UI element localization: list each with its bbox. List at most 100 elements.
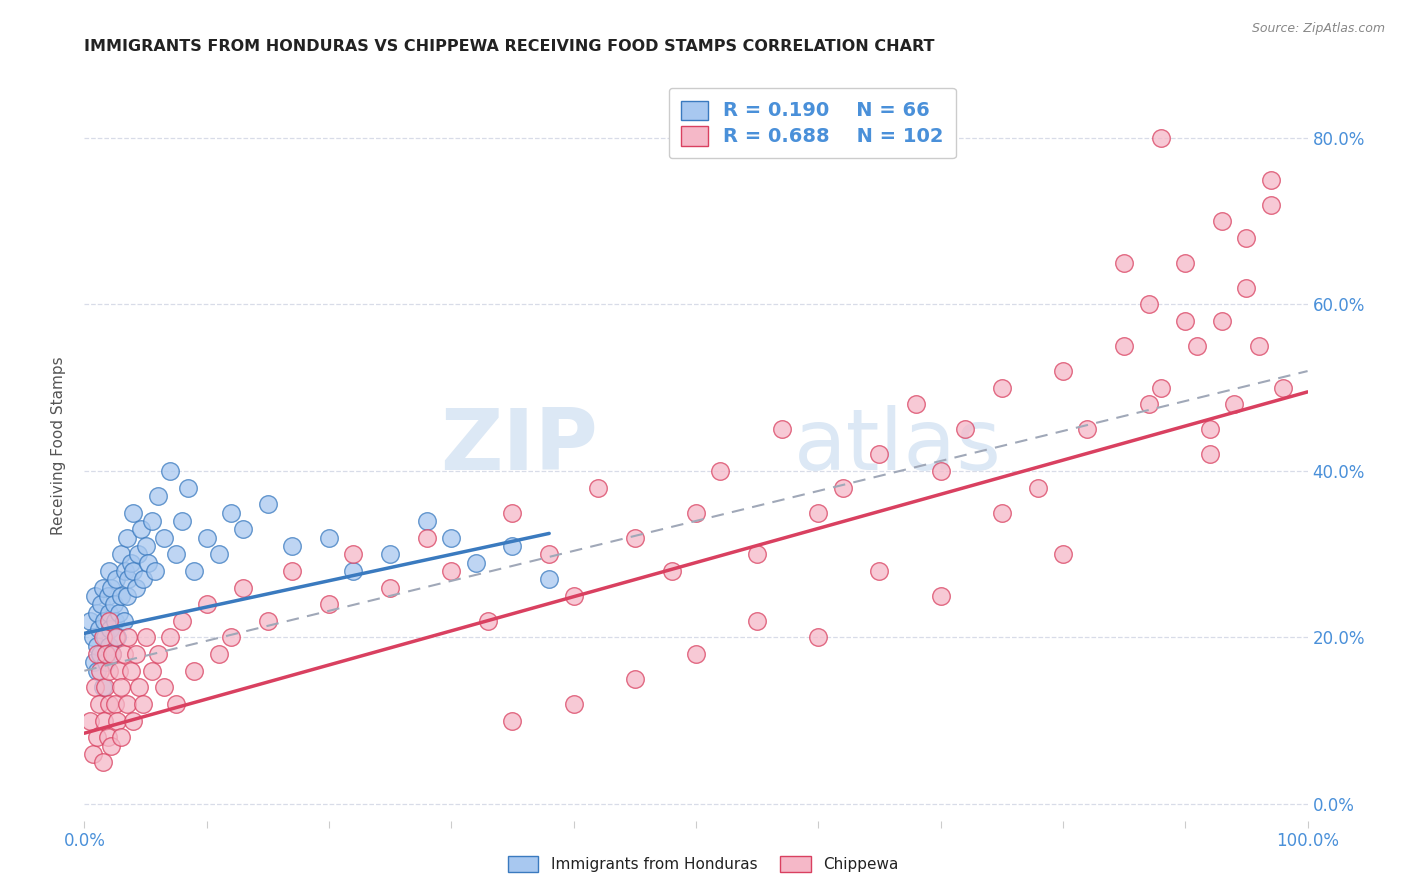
Point xyxy=(1198,422,1220,436)
Point xyxy=(122,564,145,578)
Point xyxy=(105,572,128,586)
Point xyxy=(91,581,114,595)
Point xyxy=(1260,197,1282,211)
Point xyxy=(502,714,524,728)
Point xyxy=(91,631,114,645)
Point xyxy=(83,656,105,670)
Point xyxy=(90,597,112,611)
Point xyxy=(991,506,1014,520)
Point xyxy=(146,489,169,503)
Point xyxy=(122,506,145,520)
Point xyxy=(86,647,108,661)
Point xyxy=(869,564,891,578)
Point xyxy=(165,697,187,711)
Point xyxy=(89,664,111,678)
Point xyxy=(1052,364,1074,378)
Point xyxy=(120,556,142,570)
Point xyxy=(107,606,129,620)
Point xyxy=(105,631,128,645)
Point xyxy=(538,572,561,586)
Point xyxy=(807,506,830,520)
Point xyxy=(195,531,218,545)
Point xyxy=(685,506,707,520)
Point xyxy=(114,564,136,578)
Point xyxy=(953,422,976,436)
Point xyxy=(101,647,124,661)
Point xyxy=(257,614,280,628)
Point xyxy=(117,631,139,645)
Point xyxy=(110,589,132,603)
Point xyxy=(1150,381,1173,395)
Point xyxy=(1137,397,1160,411)
Point xyxy=(87,697,110,711)
Point xyxy=(929,589,952,603)
Point xyxy=(991,381,1014,395)
Point xyxy=(586,481,609,495)
Point xyxy=(208,647,231,661)
Point xyxy=(135,539,157,553)
Point xyxy=(1211,314,1233,328)
Point xyxy=(110,681,132,695)
Point xyxy=(84,681,107,695)
Point xyxy=(747,614,769,628)
Point xyxy=(1260,172,1282,186)
Point xyxy=(770,422,793,436)
Point xyxy=(1028,481,1050,495)
Text: IMMIGRANTS FROM HONDURAS VS CHIPPEWA RECEIVING FOOD STAMPS CORRELATION CHART: IMMIGRANTS FROM HONDURAS VS CHIPPEWA REC… xyxy=(84,38,935,54)
Point xyxy=(153,531,176,545)
Point xyxy=(318,597,340,611)
Point xyxy=(562,697,585,711)
Point xyxy=(132,697,155,711)
Point xyxy=(416,514,439,528)
Point xyxy=(96,647,118,661)
Point xyxy=(125,647,148,661)
Point xyxy=(94,681,117,695)
Point xyxy=(94,631,117,645)
Point xyxy=(281,564,304,578)
Point xyxy=(97,564,120,578)
Point xyxy=(709,464,731,478)
Point xyxy=(1150,131,1173,145)
Point xyxy=(153,681,176,695)
Point xyxy=(91,756,114,770)
Point xyxy=(115,589,138,603)
Point xyxy=(1198,447,1220,461)
Point xyxy=(79,714,101,728)
Point xyxy=(86,639,108,653)
Point xyxy=(1114,256,1136,270)
Point xyxy=(177,481,200,495)
Point xyxy=(440,564,463,578)
Point xyxy=(112,614,135,628)
Point xyxy=(1076,422,1098,436)
Point xyxy=(195,597,218,611)
Point xyxy=(1211,214,1233,228)
Point xyxy=(502,506,524,520)
Point xyxy=(172,514,194,528)
Point xyxy=(1174,256,1197,270)
Point xyxy=(538,547,561,561)
Point xyxy=(1187,339,1209,353)
Legend: Immigrants from Honduras, Chippewa: Immigrants from Honduras, Chippewa xyxy=(501,848,905,880)
Point xyxy=(115,531,138,545)
Point xyxy=(86,606,108,620)
Point xyxy=(100,739,122,753)
Point xyxy=(624,672,647,686)
Point xyxy=(105,631,128,645)
Point xyxy=(86,664,108,678)
Point xyxy=(97,697,120,711)
Point xyxy=(141,514,163,528)
Point xyxy=(101,647,124,661)
Point xyxy=(219,631,242,645)
Y-axis label: Receiving Food Stamps: Receiving Food Stamps xyxy=(51,357,66,535)
Point xyxy=(103,597,125,611)
Point xyxy=(1236,281,1258,295)
Point xyxy=(110,547,132,561)
Point xyxy=(105,714,128,728)
Point xyxy=(82,631,104,645)
Point xyxy=(502,539,524,553)
Point xyxy=(807,631,830,645)
Point xyxy=(172,614,194,628)
Point xyxy=(440,531,463,545)
Point xyxy=(89,647,111,661)
Point xyxy=(104,697,127,711)
